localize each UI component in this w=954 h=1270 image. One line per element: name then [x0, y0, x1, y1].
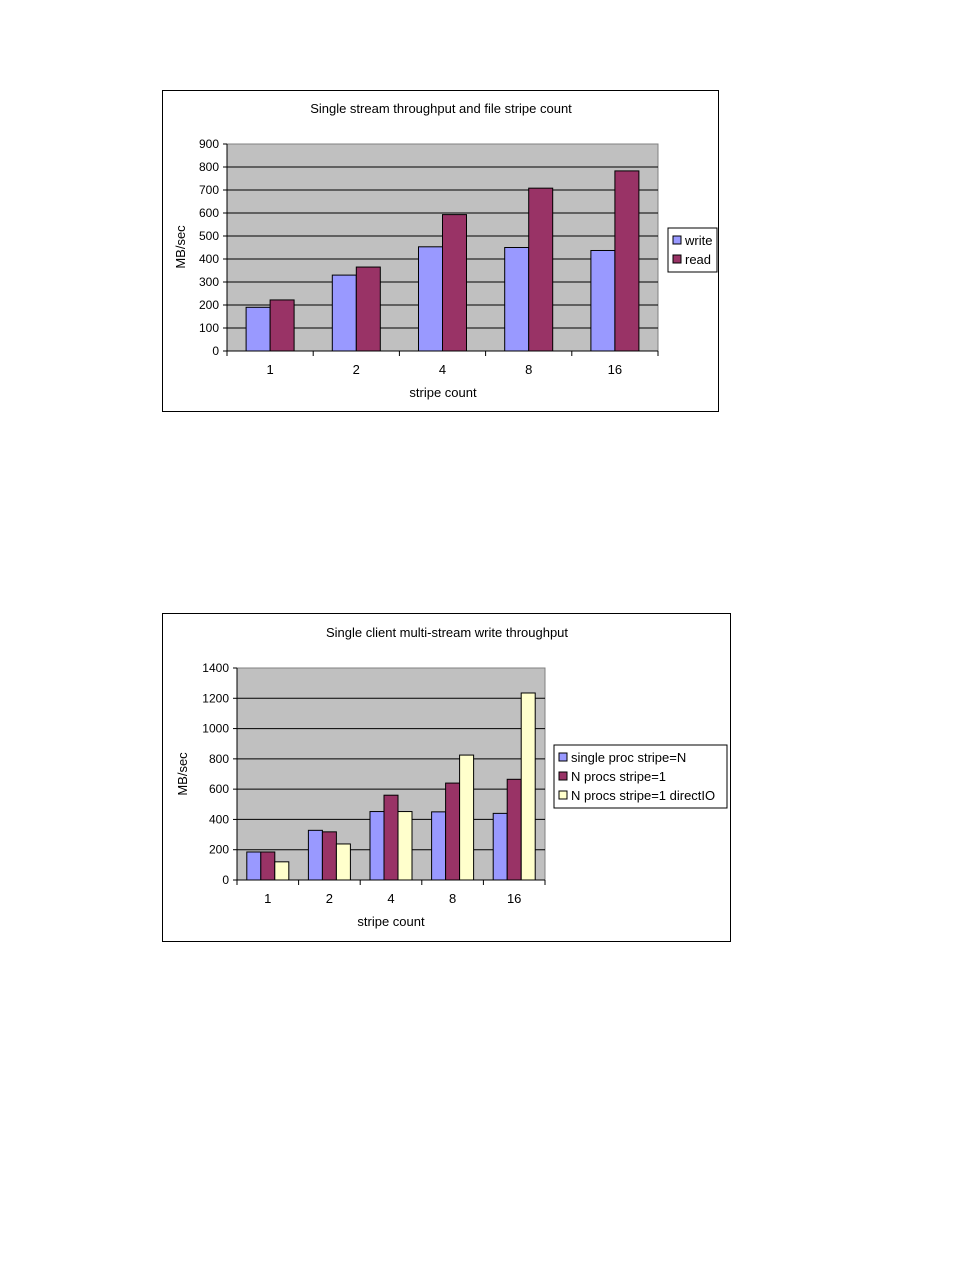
y-tick-label: 800: [209, 752, 229, 766]
x-tick-label: 4: [439, 362, 446, 377]
legend: [553, 744, 728, 809]
y-axis-label: MB/sec: [175, 752, 190, 796]
legend-label: single proc stripe=N: [571, 750, 686, 765]
x-tick-label: 2: [353, 362, 360, 377]
y-tick-label: 0: [212, 344, 219, 358]
bar-n-procs-stripe-1: [383, 794, 399, 881]
bar-n-procs-stripe-1-directio: [459, 754, 475, 881]
bar-write: [590, 249, 616, 352]
chart-title: Single stream throughput and file stripe…: [310, 101, 572, 116]
bar-n-procs-stripe-1-directio: [335, 843, 351, 881]
bar-single-proc-stripe-n: [492, 812, 508, 881]
legend-label: write: [684, 233, 712, 248]
y-tick-label: 900: [199, 137, 219, 151]
chart-svg: Single stream throughput and file stripe…: [173, 101, 718, 400]
bar-write: [331, 274, 357, 352]
chart-multistream-throughput: Single client multi-stream write through…: [162, 613, 731, 942]
x-tick-label: 8: [525, 362, 532, 377]
bar-single-proc-stripe-n: [307, 829, 323, 881]
x-axis-label: stripe count: [357, 914, 425, 929]
y-tick-label: 400: [199, 252, 219, 266]
bar-read: [614, 170, 640, 352]
x-tick-label: 4: [387, 891, 394, 906]
legend: [667, 227, 718, 273]
legend-swatch: [558, 752, 568, 762]
bar-n-procs-stripe-1-directio: [520, 692, 536, 881]
bar-single-proc-stripe-n: [246, 851, 262, 881]
y-tick-label: 500: [199, 229, 219, 243]
y-tick-label: 800: [199, 160, 219, 174]
bar-write: [418, 246, 443, 352]
bar-read: [355, 266, 381, 352]
bar-n-procs-stripe-1-directio: [397, 811, 413, 881]
y-tick-label: 0: [222, 873, 229, 887]
bar-n-procs-stripe-1: [321, 831, 337, 881]
x-tick-label: 1: [266, 362, 273, 377]
y-tick-label: 1200: [202, 691, 229, 705]
x-tick-label: 8: [449, 891, 456, 906]
y-axis-label: MB/sec: [173, 225, 188, 269]
x-axis-label: stripe count: [409, 385, 477, 400]
bar-read: [528, 187, 554, 352]
bar-write: [245, 306, 271, 352]
legend-label: read: [685, 252, 711, 267]
y-tick-label: 600: [199, 206, 219, 220]
bar-n-procs-stripe-1-directio: [274, 861, 290, 881]
y-tick-label: 200: [199, 298, 219, 312]
legend-swatch: [558, 771, 568, 781]
x-tick-label: 1: [264, 891, 271, 906]
y-tick-label: 300: [199, 275, 219, 289]
y-tick-label: 400: [209, 812, 229, 826]
y-tick-label: 1400: [202, 661, 229, 675]
legend-swatch: [672, 254, 682, 264]
bar-write: [504, 247, 530, 352]
y-tick-label: 100: [199, 321, 219, 335]
x-tick-label: 2: [326, 891, 333, 906]
chart-stripe-throughput: Single stream throughput and file stripe…: [162, 90, 719, 412]
legend-label: N procs stripe=1 directIO: [571, 788, 715, 803]
bar-n-procs-stripe-1: [260, 851, 276, 881]
chart-title: Single client multi-stream write through…: [326, 625, 568, 640]
y-tick-label: 1000: [202, 722, 229, 736]
y-tick-label: 600: [209, 782, 229, 796]
bar-read: [269, 299, 295, 352]
bar-single-proc-stripe-n: [369, 811, 385, 881]
bar-n-procs-stripe-1: [445, 782, 461, 881]
bar-single-proc-stripe-n: [431, 811, 447, 881]
chart-svg: Single client multi-stream write through…: [175, 625, 728, 929]
bar-read: [442, 214, 467, 352]
legend-label: N procs stripe=1: [571, 769, 666, 784]
bar-n-procs-stripe-1: [506, 778, 522, 881]
x-tick-label: 16: [608, 362, 622, 377]
x-tick-label: 16: [507, 891, 521, 906]
y-tick-label: 200: [209, 843, 229, 857]
y-tick-label: 700: [199, 183, 219, 197]
legend-swatch: [558, 790, 568, 800]
legend-swatch: [672, 235, 682, 245]
